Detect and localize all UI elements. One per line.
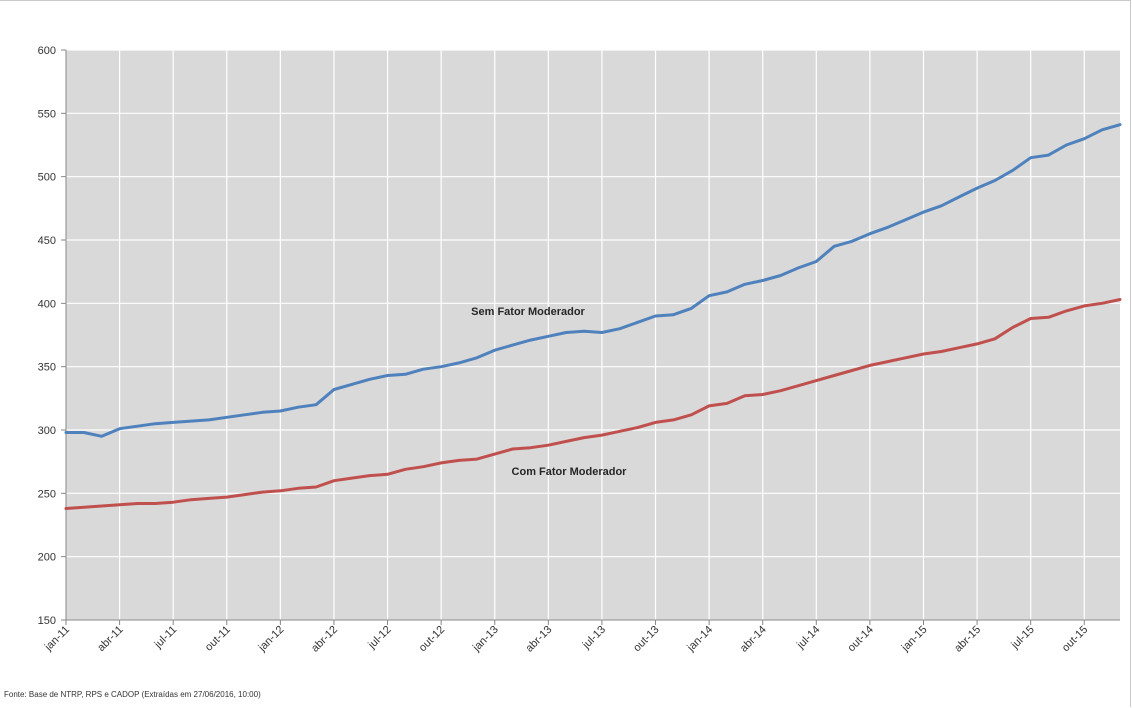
- x-tick-label: abr-12: [309, 624, 340, 655]
- y-tick-label: 150: [38, 615, 56, 627]
- x-tick-label: abr-14: [738, 624, 769, 655]
- x-tick-label: jan-15: [899, 624, 930, 655]
- x-tick-label: jan-11: [42, 624, 72, 654]
- y-tick-label: 550: [38, 108, 56, 120]
- series-annotation-1: Sem Fator Moderador: [471, 306, 585, 318]
- x-tick-label: jul-15: [1009, 624, 1037, 652]
- series-line-1: [64, 123, 1122, 438]
- x-tick-label: abr-15: [952, 624, 983, 655]
- x-tick-label: out-11: [203, 624, 233, 654]
- y-tick-label: 250: [38, 488, 56, 500]
- x-tick-label: abr-13: [523, 624, 554, 655]
- y-tick-label: 350: [38, 362, 56, 374]
- y-tick-label: 500: [38, 172, 56, 184]
- x-tick-label: abr-11: [95, 624, 125, 654]
- x-tick-label: out-15: [1060, 624, 1091, 655]
- y-tick-label: 200: [38, 552, 56, 564]
- series-line-2: [64, 298, 1122, 510]
- y-tick-label: 400: [38, 298, 56, 310]
- x-tick-label: jan-13: [470, 624, 501, 655]
- x-tick-label: jul-12: [365, 624, 393, 652]
- y-tick-label: 600: [38, 45, 56, 57]
- source-note: Fonte: Base de NTRP, RPS e CADOP (Extraí…: [4, 690, 261, 699]
- x-tick-label: out-13: [631, 624, 662, 655]
- x-tick-label: jul-14: [794, 624, 822, 652]
- x-tick-label: out-12: [417, 624, 448, 655]
- series-annotation-2: Com Fator Moderador: [512, 466, 628, 478]
- x-tick-label: jul-13: [580, 624, 608, 652]
- x-tick-label: out-14: [845, 624, 876, 655]
- y-tick-label: 450: [38, 235, 56, 247]
- x-tick-label: jul-11: [152, 624, 180, 652]
- x-tick-label: jan-12: [256, 624, 287, 655]
- plot-area: [66, 50, 1120, 620]
- y-tick-label: 300: [38, 425, 56, 437]
- x-tick-label: jan-14: [684, 624, 715, 655]
